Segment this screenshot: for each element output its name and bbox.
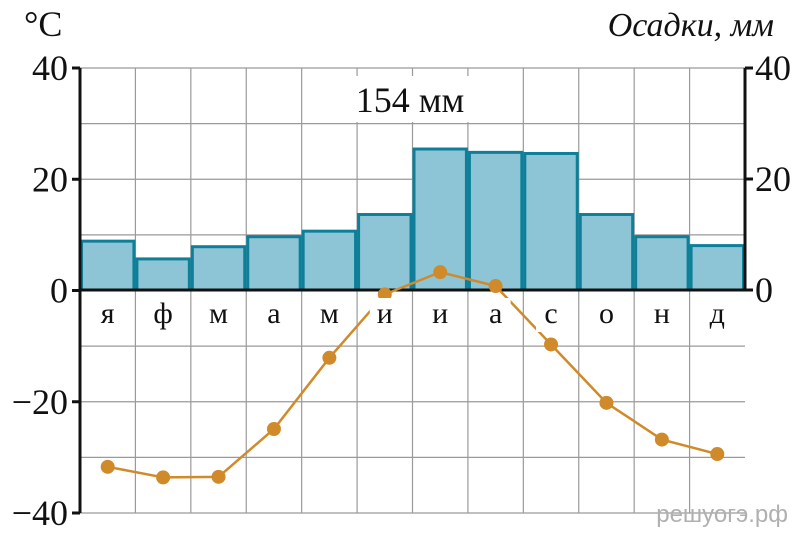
month-label-bg <box>369 298 400 332</box>
left-tick-label: −20 <box>12 382 68 422</box>
month-label-bg <box>536 298 567 332</box>
temperature-point <box>599 395 614 410</box>
month-label: н <box>654 297 670 330</box>
month-label: д <box>710 297 725 330</box>
precipitation-bar <box>301 229 358 292</box>
precipitation-bar <box>357 213 413 292</box>
temperature-point <box>544 337 559 352</box>
month-label-bg <box>314 298 345 332</box>
watermark: решуогэ.рф <box>656 501 788 528</box>
precipitation-bars <box>80 147 745 292</box>
month-label-bg <box>591 298 622 332</box>
precipitation-bar <box>80 239 136 292</box>
precipitation-bar <box>467 150 524 292</box>
temperature-point <box>433 265 448 280</box>
month-label-bg <box>480 298 511 332</box>
month-label-bg <box>646 298 677 332</box>
temperature-point <box>654 432 669 447</box>
month-label-bg <box>702 298 733 332</box>
month-label-bg <box>203 298 234 332</box>
right-axis-title: Осадки, мм <box>608 7 774 44</box>
month-label: и <box>377 297 393 330</box>
month-label-bg <box>92 298 123 332</box>
grid <box>80 67 745 514</box>
month-label: о <box>599 297 614 330</box>
month-label: с <box>544 297 557 330</box>
month-label: и <box>432 297 448 330</box>
temperature-point <box>488 279 503 294</box>
precipitation-bar <box>246 235 302 292</box>
left-axis-title: °C <box>24 4 62 44</box>
temperature-point <box>266 422 281 437</box>
month-label: ф <box>153 297 172 330</box>
month-label: я <box>101 297 115 330</box>
temperature-point <box>100 459 115 474</box>
right-tick-label: 40 <box>755 48 791 88</box>
month-label-bg <box>425 298 456 332</box>
precipitation-bar <box>135 257 191 292</box>
right-tick-label: 0 <box>755 270 773 310</box>
left-tick-label: 20 <box>32 159 68 199</box>
temperature-point <box>710 447 725 462</box>
temperature-point <box>377 287 392 302</box>
temperature-line <box>100 265 725 485</box>
precipitation-bar <box>523 151 579 292</box>
temperature-point <box>211 469 226 484</box>
precipitation-bar <box>634 235 690 292</box>
temperature-polyline <box>107 270 718 479</box>
month-label-bg <box>148 298 179 332</box>
left-tick-label: −40 <box>12 493 68 533</box>
month-label: м <box>209 297 228 330</box>
precipitation-bar <box>689 244 745 292</box>
tick-labels: 40 20 0 −20 −40 40 20 0 <box>12 48 791 533</box>
precipitation-bar <box>190 245 247 292</box>
annotation-bg <box>336 76 478 122</box>
left-tick-label: 40 <box>32 48 68 88</box>
month-label-bg <box>258 298 289 332</box>
axes <box>72 66 753 515</box>
left-tick-label: 0 <box>50 271 68 311</box>
total-precipitation-annotation: 154 мм <box>356 80 465 120</box>
temperature-point <box>322 350 337 365</box>
month-label: а <box>489 297 502 330</box>
right-tick-label: 20 <box>755 159 791 199</box>
month-label: м <box>320 297 339 330</box>
month-label: а <box>267 297 280 330</box>
precipitation-bar <box>578 213 635 292</box>
temperature-point <box>156 470 171 485</box>
